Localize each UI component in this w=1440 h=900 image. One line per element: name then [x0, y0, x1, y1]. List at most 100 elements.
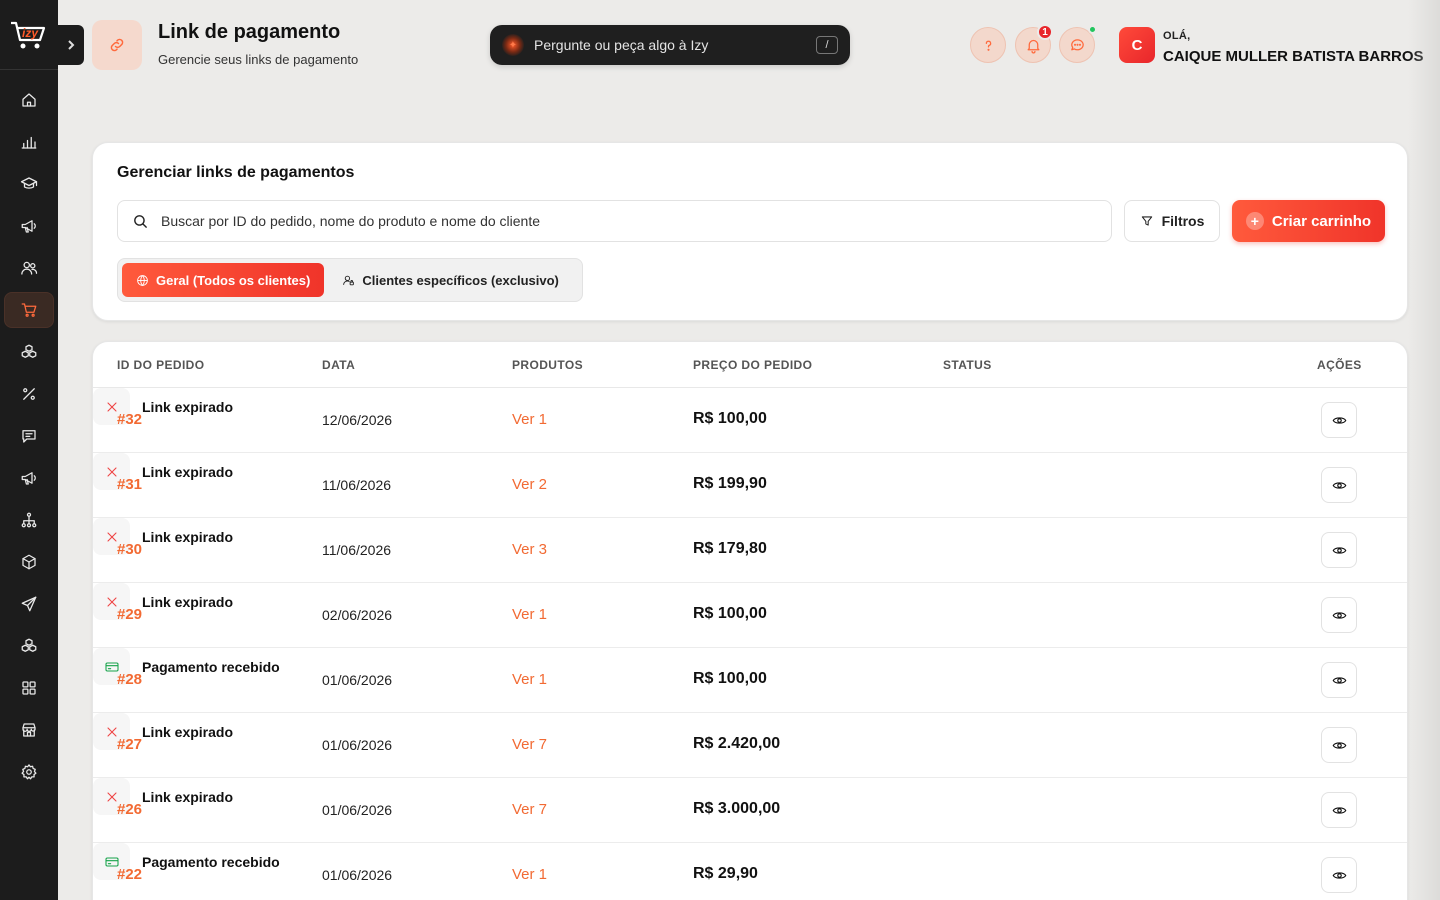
view-order-button[interactable]	[1321, 857, 1357, 893]
column-header-products[interactable]: PRODUTOS	[512, 358, 583, 372]
keyboard-shortcut: /	[816, 36, 838, 54]
order-price: R$ 179,80	[693, 540, 767, 557]
view-order-button[interactable]	[1321, 662, 1357, 698]
view-products-link[interactable]: Ver 3	[512, 541, 548, 558]
order-id-link[interactable]: #32	[117, 411, 143, 428]
segment-specific-clients[interactable]: Clientes específicos (exclusivo)	[328, 263, 573, 297]
order-price: R$ 100,00	[693, 605, 767, 622]
sidebar-item-message-square[interactable]	[4, 418, 54, 454]
view-order-button[interactable]	[1321, 402, 1357, 438]
sidebar-item-percent[interactable]	[4, 376, 54, 412]
view-products-link[interactable]: Ver 1	[512, 671, 548, 688]
bell-icon	[1027, 39, 1039, 54]
help-button[interactable]	[970, 27, 1006, 63]
chevron-right-icon	[68, 40, 75, 50]
credit-card-icon	[104, 856, 119, 867]
order-id-link[interactable]: #26	[117, 801, 143, 818]
megaphone-icon	[21, 472, 36, 485]
sidebar-item-store[interactable]	[4, 712, 54, 748]
view-order-button[interactable]	[1321, 792, 1357, 828]
avatar[interactable]: C	[1119, 27, 1155, 63]
settings-icon	[21, 764, 37, 780]
view-products-link[interactable]: Ver 1	[512, 606, 548, 623]
chat-bubble-icon	[1070, 38, 1084, 50]
network-icon	[21, 512, 37, 528]
client-scope-toggle: Geral (Todos os clientes) Clientes espec…	[117, 258, 583, 302]
ai-assistant-input[interactable]: ✦ Pergunte ou peça algo à Izy /	[490, 25, 850, 65]
column-header-price[interactable]: PREÇO DO PEDIDO	[693, 358, 813, 372]
sidebar-item-grid[interactable]	[4, 670, 54, 706]
notifications-button[interactable]: 1	[1015, 24, 1053, 63]
sidebar-item-megaphone[interactable]	[4, 208, 54, 244]
card-title: Gerenciar links de pagamentos	[117, 164, 355, 181]
credit-card-icon	[104, 661, 119, 672]
view-order-button[interactable]	[1321, 532, 1357, 568]
user-name[interactable]: CAIQUE MULLER BATISTA BARROS	[1163, 48, 1424, 65]
view-order-button[interactable]	[1321, 597, 1357, 633]
sidebar-item-boxes[interactable]	[4, 628, 54, 664]
order-id-link[interactable]: #29	[117, 606, 143, 623]
view-order-button[interactable]	[1321, 467, 1357, 503]
search-input[interactable]	[161, 213, 1097, 229]
sidebar-item-network[interactable]	[4, 502, 54, 538]
sidebar-item-megaphone[interactable]	[4, 460, 54, 496]
order-date: 11/06/2026	[322, 542, 392, 558]
eye-icon	[1332, 416, 1346, 424]
order-date: 01/06/2026	[322, 672, 393, 688]
sidebar-item-settings[interactable]	[4, 754, 54, 790]
sidebar-item-send[interactable]	[4, 586, 54, 622]
status-icon	[93, 843, 130, 880]
sidebar-item-graduation-cap[interactable]	[4, 166, 54, 202]
view-products-link[interactable]: Ver 1	[512, 411, 548, 428]
view-products-link[interactable]: Ver 7	[512, 736, 548, 753]
create-cart-button[interactable]: + Criar carrinho	[1232, 200, 1385, 242]
filters-button[interactable]: Filtros	[1124, 200, 1220, 242]
order-id-link[interactable]: #27	[117, 736, 143, 753]
table-row: #27 01/06/2026 Ver 7 R$ 2.420,00 Link expira…	[93, 713, 1407, 778]
send-icon	[21, 596, 37, 612]
sidebar-item-package[interactable]	[4, 544, 54, 580]
order-id-link[interactable]: #22	[117, 866, 143, 883]
table-row: #22 01/06/2026 Ver 1 R$ 29,90 Pagamento rece…	[93, 843, 1407, 900]
sidebar-item-shopping-cart[interactable]	[4, 292, 54, 328]
sidebar-item-users[interactable]	[4, 250, 54, 286]
chat-button[interactable]	[1059, 25, 1097, 63]
order-id-link[interactable]: #30	[117, 541, 143, 558]
order-date: 01/06/2026	[322, 737, 393, 753]
status-icon	[93, 518, 130, 555]
page-icon	[92, 20, 142, 70]
view-order-button[interactable]	[1321, 727, 1357, 763]
status-badge: Link expirado	[93, 583, 1407, 620]
order-price: R$ 100,00	[693, 410, 767, 427]
order-id-link[interactable]: #31	[117, 476, 143, 493]
segment-general[interactable]: Geral (Todos os clientes)	[122, 263, 325, 297]
sidebar-nav	[0, 70, 58, 790]
view-products-link[interactable]: Ver 2	[512, 476, 548, 493]
filter-card: Gerenciar links de pagamentos Filtros + …	[92, 142, 1408, 321]
order-price: R$ 2.420,00	[693, 735, 781, 752]
status-label: Pagamento recebido	[142, 853, 280, 870]
graduation-cap-icon	[20, 177, 38, 189]
status-label: Link expirado	[142, 723, 234, 740]
users-icon	[21, 261, 38, 275]
column-header-date[interactable]: DATA	[322, 358, 356, 372]
sidebar-item-boxes[interactable]	[4, 334, 54, 370]
order-id-link[interactable]: #28	[117, 671, 143, 688]
status-badge: Link expirado	[93, 713, 1407, 750]
view-products-link[interactable]: Ver 7	[512, 801, 548, 818]
sidebar-item-bar-chart[interactable]	[4, 124, 54, 160]
eye-icon	[1332, 546, 1346, 554]
status-icon	[93, 453, 130, 490]
column-header-status[interactable]: STATUS	[943, 358, 992, 372]
logo[interactable]: izy	[0, 0, 58, 70]
shopping-cart-icon	[21, 303, 37, 317]
search-field[interactable]	[117, 200, 1112, 242]
sidebar-item-home[interactable]	[4, 82, 54, 118]
sidebar-collapse-button[interactable]	[58, 25, 84, 65]
order-date: 02/06/2026	[322, 607, 393, 623]
status-label: Link expirado	[142, 463, 234, 480]
segment-specific-label: Clientes específicos (exclusivo)	[362, 272, 559, 288]
boxes-icon	[21, 344, 37, 358]
column-header-id[interactable]: ID DO PEDIDO	[117, 358, 205, 372]
view-products-link[interactable]: Ver 1	[512, 866, 548, 883]
